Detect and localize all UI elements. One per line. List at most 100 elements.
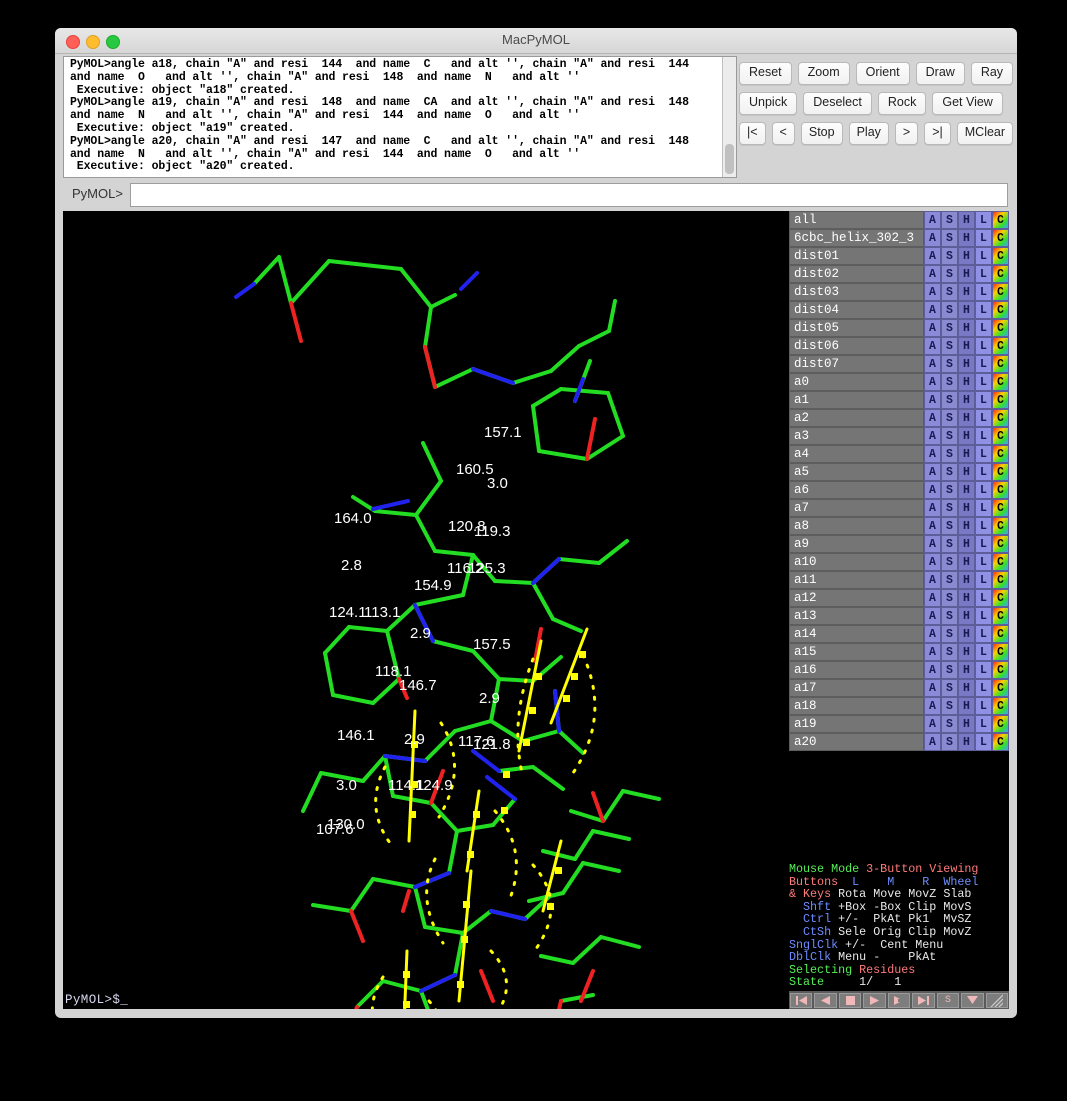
object-row[interactable]: dist06 A S H L C <box>789 337 1009 355</box>
object-row[interactable]: a12 A S H L C <box>789 589 1009 607</box>
object-label-button[interactable]: L <box>975 247 992 265</box>
object-color-button[interactable]: C <box>992 589 1009 607</box>
object-hide-button[interactable]: H <box>958 553 975 571</box>
object-hide-button[interactable]: H <box>958 373 975 391</box>
object-name-a12[interactable]: a12 <box>789 589 924 607</box>
stop-icon[interactable] <box>838 992 862 1008</box>
object-action-button[interactable]: A <box>924 589 941 607</box>
object-hide-button[interactable]: H <box>958 643 975 661</box>
object-show-button[interactable]: S <box>941 481 958 499</box>
step-forward-icon[interactable] <box>887 992 911 1008</box>
object-show-button[interactable]: S <box>941 661 958 679</box>
object-name-dist03[interactable]: dist03 <box>789 283 924 301</box>
rewind-to-start-icon[interactable] <box>790 992 813 1008</box>
movie-first-button[interactable]: |< <box>739 122 766 145</box>
object-label-button[interactable]: L <box>975 211 992 229</box>
object-action-button[interactable]: A <box>924 265 941 283</box>
object-color-button[interactable]: C <box>992 391 1009 409</box>
object-row[interactable]: a0 A S H L C <box>789 373 1009 391</box>
object-name-a13[interactable]: a13 <box>789 607 924 625</box>
object-action-button[interactable]: A <box>924 355 941 373</box>
object-action-button[interactable]: A <box>924 463 941 481</box>
object-name-a16[interactable]: a16 <box>789 661 924 679</box>
object-name-a19[interactable]: a19 <box>789 715 924 733</box>
object-row[interactable]: a4 A S H L C <box>789 445 1009 463</box>
object-show-button[interactable]: S <box>941 355 958 373</box>
object-hide-button[interactable]: H <box>958 589 975 607</box>
object-color-button[interactable]: C <box>992 481 1009 499</box>
menu-dropdown-icon[interactable] <box>961 992 984 1008</box>
object-row[interactable]: a2 A S H L C <box>789 409 1009 427</box>
object-name-a1[interactable]: a1 <box>789 391 924 409</box>
object-action-button[interactable]: A <box>924 661 941 679</box>
object-label-button[interactable]: L <box>975 517 992 535</box>
object-label-button[interactable]: L <box>975 445 992 463</box>
object-show-button[interactable]: S <box>941 517 958 535</box>
object-show-button[interactable]: S <box>941 715 958 733</box>
object-label-button[interactable]: L <box>975 265 992 283</box>
object-row[interactable]: dist02 A S H L C <box>789 265 1009 283</box>
object-label-button[interactable]: L <box>975 499 992 517</box>
object-label-button[interactable]: L <box>975 427 992 445</box>
object-color-button[interactable]: C <box>992 679 1009 697</box>
object-hide-button[interactable]: H <box>958 499 975 517</box>
movie-next-button[interactable]: > <box>894 122 919 145</box>
object-name-a17[interactable]: a17 <box>789 679 924 697</box>
object-hide-button[interactable]: H <box>958 265 975 283</box>
console-scrollbar-thumb[interactable] <box>725 144 734 174</box>
zoom-button[interactable]: Zoom <box>797 62 850 85</box>
object-label-button[interactable]: L <box>975 337 992 355</box>
object-color-button[interactable]: C <box>992 553 1009 571</box>
object-action-button[interactable]: A <box>924 733 941 751</box>
object-color-button[interactable]: C <box>992 427 1009 445</box>
object-label-button[interactable]: L <box>975 679 992 697</box>
object-label-button[interactable]: L <box>975 607 992 625</box>
forward-to-end-icon[interactable] <box>912 992 935 1008</box>
object-show-button[interactable]: S <box>941 229 958 247</box>
play-icon[interactable] <box>863 992 886 1008</box>
object-row[interactable]: a1 A S H L C <box>789 391 1009 409</box>
object-label-button[interactable]: L <box>975 625 992 643</box>
object-label-button[interactable]: L <box>975 643 992 661</box>
object-name-a2[interactable]: a2 <box>789 409 924 427</box>
object-name-a8[interactable]: a8 <box>789 517 924 535</box>
object-label-button[interactable]: L <box>975 481 992 499</box>
object-action-button[interactable]: A <box>924 607 941 625</box>
object-name-a10[interactable]: a10 <box>789 553 924 571</box>
object-color-button[interactable]: C <box>992 283 1009 301</box>
object-show-button[interactable]: S <box>941 283 958 301</box>
object-action-button[interactable]: A <box>924 679 941 697</box>
object-label-button[interactable]: L <box>975 301 992 319</box>
object-action-button[interactable]: A <box>924 319 941 337</box>
object-color-button[interactable]: C <box>992 445 1009 463</box>
object-color-button[interactable]: C <box>992 607 1009 625</box>
object-row[interactable]: a8 A S H L C <box>789 517 1009 535</box>
object-show-button[interactable]: S <box>941 607 958 625</box>
object-name-a15[interactable]: a15 <box>789 643 924 661</box>
object-hide-button[interactable]: H <box>958 229 975 247</box>
object-show-button[interactable]: S <box>941 535 958 553</box>
object-color-button[interactable]: C <box>992 373 1009 391</box>
object-action-button[interactable]: A <box>924 445 941 463</box>
object-color-button[interactable]: C <box>992 499 1009 517</box>
object-action-button[interactable]: A <box>924 499 941 517</box>
object-color-button[interactable]: C <box>992 211 1009 229</box>
object-hide-button[interactable]: H <box>958 391 975 409</box>
object-action-button[interactable]: A <box>924 391 941 409</box>
object-action-button[interactable]: A <box>924 571 941 589</box>
object-row[interactable]: a15 A S H L C <box>789 643 1009 661</box>
object-hide-button[interactable]: H <box>958 733 975 751</box>
object-label-button[interactable]: L <box>975 283 992 301</box>
object-row[interactable]: a10 A S H L C <box>789 553 1009 571</box>
draw-button[interactable]: Draw <box>915 62 965 85</box>
object-name-a6[interactable]: a6 <box>789 481 924 499</box>
object-hide-button[interactable]: H <box>958 247 975 265</box>
deselect-button[interactable]: Deselect <box>803 92 872 115</box>
object-label-button[interactable]: L <box>975 391 992 409</box>
object-name-dist02[interactable]: dist02 <box>789 265 924 283</box>
object-action-button[interactable]: A <box>924 373 941 391</box>
object-show-button[interactable]: S <box>941 409 958 427</box>
object-show-button[interactable]: S <box>941 337 958 355</box>
console-output[interactable]: PyMOL>angle a18, chain "A" and resi 144 … <box>63 56 737 178</box>
orient-button[interactable]: Orient <box>855 62 910 85</box>
